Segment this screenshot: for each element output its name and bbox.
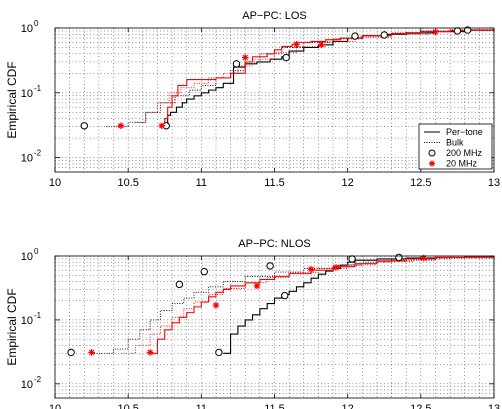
legend-swatch-star [429, 160, 435, 167]
data-point-200mhz [281, 291, 289, 300]
data-point-200mhz [380, 31, 388, 39]
y-tick-label: 10 [21, 251, 33, 263]
data-point-200mhz [463, 26, 472, 34]
x-tick-label: 10 [49, 403, 61, 409]
data-point-20mhz [293, 41, 300, 48]
legend-swatch-circle [428, 149, 436, 157]
x-tick-label: 11.5 [264, 403, 285, 409]
x-tick-label: 12 [342, 177, 354, 189]
x-tick-label: 12.5 [410, 177, 431, 189]
y-tick-exponent: -1 [34, 84, 42, 93]
series-line-per-tone-20mhz [150, 256, 495, 354]
x-tick-label: 10 [49, 177, 61, 189]
x-tick-label: 13 [488, 403, 500, 409]
data-point-200mhz [351, 32, 359, 40]
data-point-200mhz [215, 348, 223, 357]
y-tick-label: 10 [21, 88, 33, 100]
x-tick-label: 11 [196, 177, 207, 189]
data-point-20mhz [432, 28, 439, 36]
data-point-20mhz [420, 254, 428, 262]
data-point-200mhz [200, 267, 208, 276]
x-tick-label: 12 [342, 403, 354, 409]
x-tick-label: 11.5 [264, 177, 285, 189]
y-tick-label: 10 [21, 153, 33, 165]
y-tick-exponent: -2 [34, 375, 42, 384]
y-axis-label: Empirical CDF [5, 61, 19, 138]
y-tick-label: 10 [21, 379, 33, 391]
chart-title: AP−PC: NLOS [238, 238, 310, 250]
data-point-200mhz [175, 280, 184, 289]
y-tick-label: 10 [21, 23, 33, 35]
y-tick-label: 10 [21, 315, 33, 327]
data-point-200mhz [348, 255, 356, 263]
data-point-200mhz [453, 27, 462, 35]
series-line-per-tone-200mhz [223, 256, 495, 354]
chart-title: AP−PC: LOS [242, 10, 307, 22]
data-point-20mhz [332, 264, 340, 271]
series-line-per-tone-20mhz [160, 28, 495, 128]
y-tick-exponent: -1 [34, 311, 42, 320]
data-point-20mhz [146, 349, 154, 356]
data-point-20mhz [318, 41, 325, 49]
data-point-20mhz [212, 301, 220, 309]
data-point-200mhz [395, 253, 403, 262]
data-point-20mhz [241, 54, 249, 61]
x-tick-label: 11 [196, 403, 207, 409]
legend-label: 200 MHz [446, 148, 483, 158]
x-tick-label: 10.5 [117, 403, 138, 409]
legend-label: 20 MHz [446, 159, 478, 169]
x-tick-label: 13 [488, 177, 500, 189]
data-point-200mhz [67, 348, 75, 357]
data-point-20mhz [307, 265, 315, 273]
y-tick-exponent: 0 [34, 247, 39, 256]
data-point-200mhz [80, 122, 88, 130]
y-tick-exponent: -2 [34, 149, 42, 158]
series-line-bulk-20mhz [120, 256, 495, 354]
x-tick-label: 10.5 [117, 177, 138, 189]
data-point-20mhz [117, 122, 125, 130]
data-point-200mhz [266, 262, 274, 270]
data-point-20mhz [253, 282, 261, 290]
legend-label: Bulk [446, 138, 464, 148]
y-axis-label: Empirical CDF [5, 288, 19, 365]
series-line-bulk-200mhz [106, 28, 495, 128]
data-point-200mhz [282, 53, 290, 62]
x-tick-label: 12.5 [410, 403, 431, 409]
legend-label: Per−tone [446, 127, 483, 137]
data-point-20mhz [88, 349, 95, 356]
y-tick-exponent: 0 [34, 19, 39, 28]
data-point-200mhz [232, 60, 241, 68]
data-point-20mhz [158, 122, 166, 130]
